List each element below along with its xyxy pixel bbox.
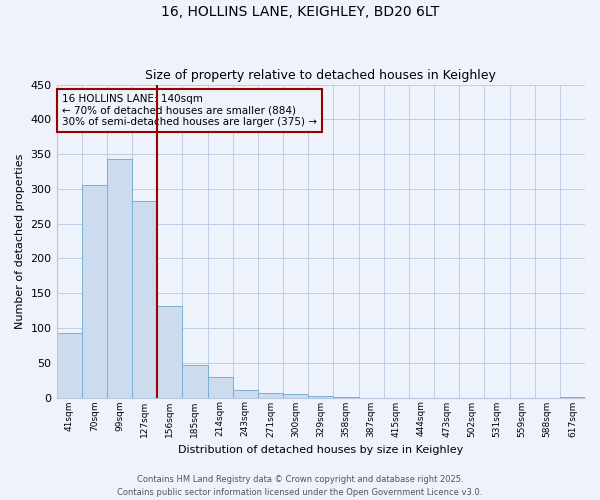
- Title: Size of property relative to detached houses in Keighley: Size of property relative to detached ho…: [145, 69, 496, 82]
- Bar: [56, 333, 82, 398]
- Text: Contains HM Land Registry data © Crown copyright and database right 2025.
Contai: Contains HM Land Registry data © Crown c…: [118, 476, 482, 497]
- Text: 16 HOLLINS LANE: 140sqm
← 70% of detached houses are smaller (884)
30% of semi-d: 16 HOLLINS LANE: 140sqm ← 70% of detache…: [62, 94, 317, 127]
- Bar: [308, 396, 334, 398]
- X-axis label: Distribution of detached houses by size in Keighley: Distribution of detached houses by size …: [178, 445, 463, 455]
- Bar: [283, 394, 308, 398]
- Y-axis label: Number of detached properties: Number of detached properties: [15, 154, 25, 328]
- Bar: [132, 202, 157, 398]
- Bar: [334, 397, 359, 398]
- Text: 16, HOLLINS LANE, KEIGHLEY, BD20 6LT: 16, HOLLINS LANE, KEIGHLEY, BD20 6LT: [161, 5, 439, 19]
- Bar: [258, 392, 283, 398]
- Bar: [182, 365, 208, 398]
- Bar: [560, 397, 585, 398]
- Bar: [82, 186, 107, 398]
- Bar: [107, 159, 132, 398]
- Bar: [157, 306, 182, 398]
- Bar: [208, 376, 233, 398]
- Bar: [233, 390, 258, 398]
